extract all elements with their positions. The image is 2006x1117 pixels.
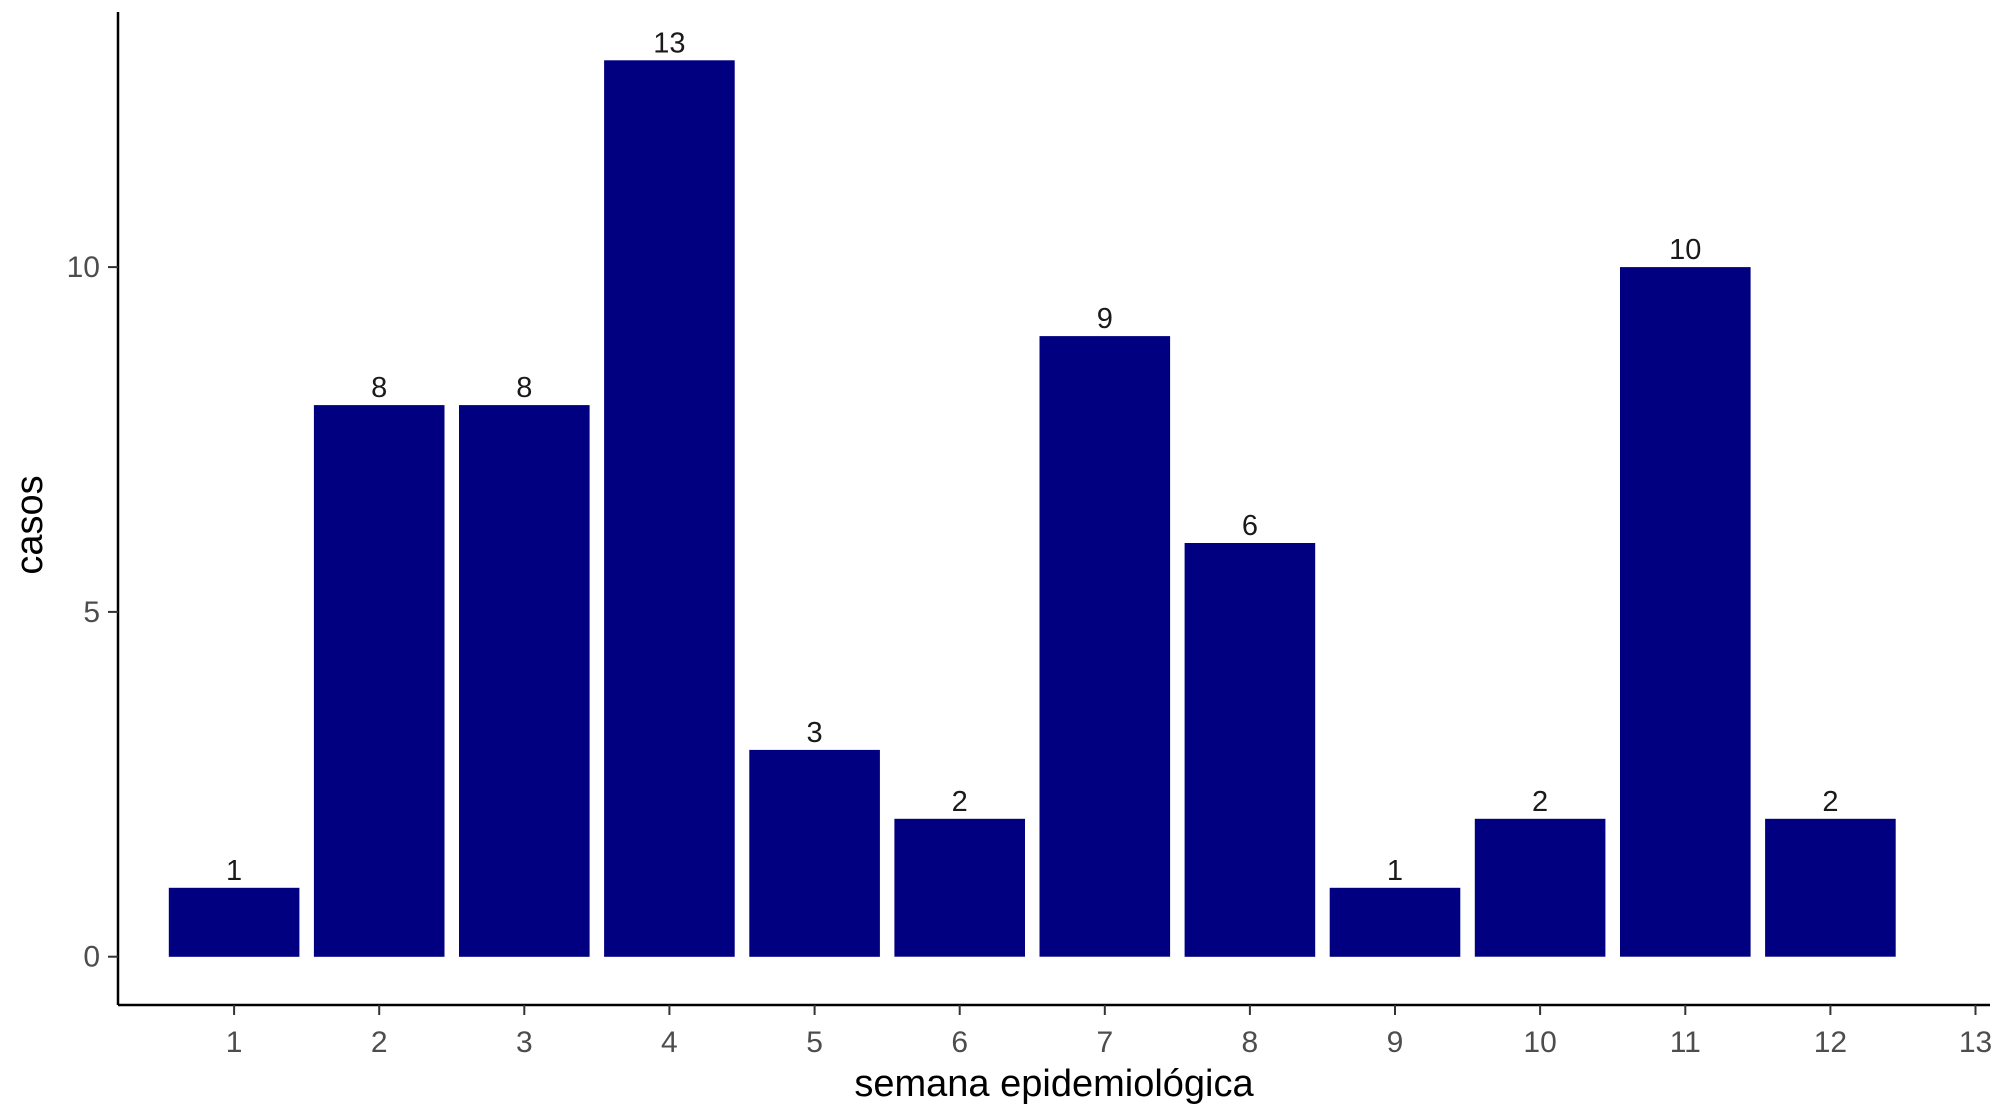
x-tick-label: 10 <box>1523 1026 1556 1059</box>
x-tick-label: 6 <box>951 1026 968 1059</box>
x-tick-label: 9 <box>1387 1026 1404 1059</box>
bar-week-12 <box>1765 818 1896 957</box>
bar-value-label: 1 <box>1387 855 1403 887</box>
x-tick-label: 4 <box>661 1026 678 1059</box>
bar-value-labels: 1 8 8 13 3 2 9 6 1 2 10 2 <box>226 27 1838 887</box>
bar-value-label: 2 <box>1822 786 1838 818</box>
bar-week-4 <box>604 60 735 957</box>
x-tick-label: 8 <box>1242 1026 1259 1059</box>
y-tick-label: 10 <box>67 251 100 284</box>
bar-value-label: 6 <box>1242 510 1258 542</box>
bar-value-label: 2 <box>1532 786 1548 818</box>
x-tick-label: 5 <box>806 1026 823 1059</box>
bar-week-11 <box>1620 267 1751 957</box>
bar-week-6 <box>894 818 1025 957</box>
bar-week-8 <box>1184 543 1316 957</box>
y-axis-ticks: 0 5 10 <box>67 251 118 974</box>
bar-value-label: 3 <box>807 717 823 749</box>
x-tick-label: 11 <box>1670 1026 1701 1059</box>
y-tick-label: 5 <box>83 596 100 629</box>
x-tick-label: 13 <box>1959 1026 1992 1059</box>
y-tick-label: 0 <box>83 941 100 974</box>
bar-week-1 <box>168 887 300 957</box>
bar-value-label: 8 <box>516 372 532 404</box>
bar-week-3 <box>459 405 590 957</box>
bar-value-label: 9 <box>1097 303 1113 335</box>
bars <box>168 60 1896 957</box>
bar-value-label: 1 <box>226 855 242 887</box>
bar-week-7 <box>1039 336 1171 957</box>
x-tick-label: 3 <box>516 1026 533 1059</box>
x-tick-label: 2 <box>371 1026 388 1059</box>
bar-week-10 <box>1474 818 1606 957</box>
bar-value-label: 8 <box>371 372 387 404</box>
x-axis-title: semana epidemiológica <box>854 1063 1254 1105</box>
bar-value-label: 2 <box>952 786 968 818</box>
bar-value-label: 13 <box>653 27 685 59</box>
bar-week-5 <box>749 749 880 957</box>
x-axis-ticks: 1 2 3 4 5 6 7 8 9 10 11 12 13 <box>226 1005 1992 1059</box>
bar-value-label: 10 <box>1669 234 1701 266</box>
y-axis-title: casos <box>9 475 51 574</box>
bar-week-2 <box>313 405 445 957</box>
x-tick-label: 1 <box>226 1026 243 1059</box>
x-tick-label: 12 <box>1814 1026 1847 1059</box>
x-tick-label: 7 <box>1096 1026 1113 1059</box>
bar-week-9 <box>1329 887 1461 957</box>
